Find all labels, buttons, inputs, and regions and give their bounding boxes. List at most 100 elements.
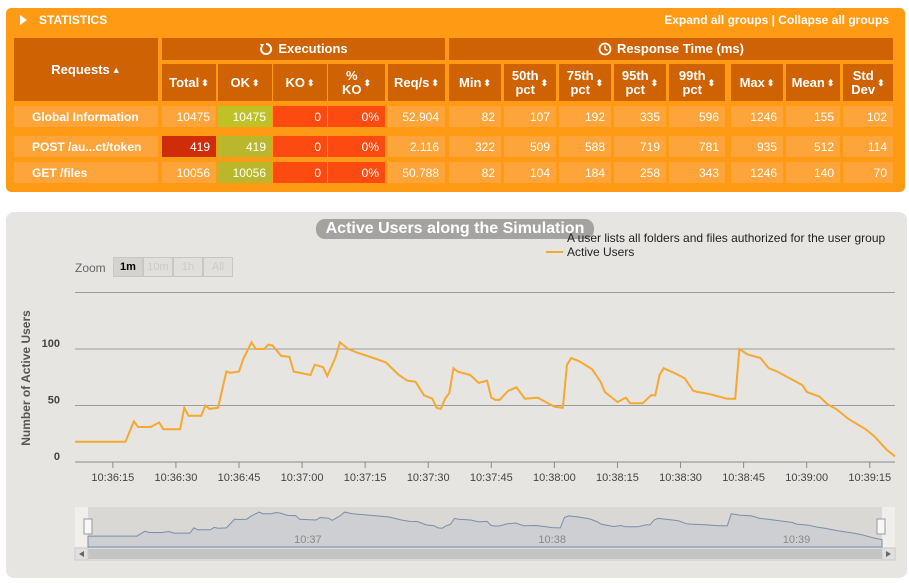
legend-group-title[interactable]: A user lists all folders and files autho… bbox=[567, 231, 886, 245]
sort-icon: ⬍ bbox=[363, 77, 372, 88]
column-header-min[interactable]: Min ⬍ bbox=[449, 64, 501, 101]
navigator-tick-label: 10:39 bbox=[783, 534, 811, 546]
sort-icon: ⬍ bbox=[201, 77, 209, 88]
column-header-label: Mean bbox=[791, 74, 825, 90]
x-tick-label: 10:38:00 bbox=[533, 472, 576, 484]
stat-cell-min: 82 bbox=[449, 106, 501, 127]
column-header-label: KO bbox=[285, 74, 305, 90]
zoom-1h-button[interactable]: 1h bbox=[173, 257, 203, 277]
expand-all-groups-link[interactable]: Expand all groups bbox=[664, 13, 769, 27]
x-tick-label: 10:39:00 bbox=[785, 472, 828, 484]
stat-cell-75th-pct: 192 bbox=[559, 106, 611, 127]
column-header-75th-pct[interactable]: 75th pct ⬍ bbox=[559, 64, 611, 101]
stat-cell-req-s: 50.788 bbox=[388, 162, 445, 183]
active-users-series-line bbox=[75, 340, 896, 458]
x-axis-ticks: 10:36:15 10:36:30 10:36:45 10:37:00 10:37:15… bbox=[91, 462, 891, 484]
refresh-icon bbox=[260, 42, 273, 55]
x-tick-label: 10:37:15 bbox=[344, 472, 387, 484]
sort-icon: ⬍ bbox=[826, 77, 835, 88]
navigator-selection[interactable] bbox=[88, 507, 882, 547]
executions-group-header: Executions bbox=[162, 38, 445, 60]
stat-cell-99th-pct: 596 bbox=[669, 106, 725, 127]
response-time-header-label: Response Time (ms) bbox=[617, 41, 744, 56]
sort-icon: ⬍ bbox=[483, 77, 491, 88]
stat-cell-total: 10475 bbox=[162, 106, 216, 127]
stat-cell-ok: 419 bbox=[218, 136, 272, 157]
column-header-label: 75th pct bbox=[566, 67, 594, 97]
stat-cell-ok: 10475 bbox=[218, 106, 272, 127]
column-header--ko[interactable]: % KO ⬍ bbox=[328, 64, 385, 101]
chart-title: Active Users along the Simulation bbox=[316, 219, 594, 239]
x-tick-label: 10:37:45 bbox=[470, 472, 513, 484]
navigator-series-line bbox=[87, 511, 883, 548]
navigator-left-handle[interactable] bbox=[83, 518, 93, 535]
navigator-right-handle[interactable] bbox=[876, 518, 886, 535]
stat-cell-50th-pct: 107 bbox=[504, 106, 556, 127]
column-header-mean[interactable]: Mean ⬍ bbox=[786, 64, 840, 101]
stat-cell-req-s: 52.904 bbox=[388, 106, 445, 127]
sort-icon: ⬍ bbox=[707, 77, 716, 88]
x-tick-label: 10:36:15 bbox=[91, 472, 134, 484]
column-header-label: OK bbox=[230, 74, 250, 90]
stat-cell-min: 322 bbox=[449, 136, 501, 157]
sort-icon: ⬍ bbox=[431, 77, 439, 88]
y-tick-label: 0 bbox=[54, 451, 60, 463]
stat-cell-req-s: 2.116 bbox=[388, 136, 445, 157]
navigator-ticks: 10:37 10:38 10:39 bbox=[294, 534, 810, 546]
requests-header-label: Requests bbox=[51, 61, 110, 77]
stat-cell-max: 1246 bbox=[731, 162, 783, 183]
requests-column-header[interactable]: Requests ▲ bbox=[14, 38, 158, 101]
column-header-total[interactable]: Total ⬍ bbox=[162, 64, 216, 101]
column-header-ok[interactable]: OK ⬍ bbox=[218, 64, 272, 101]
stat-cell-75th-pct: 588 bbox=[559, 136, 611, 157]
stat-cell-std-dev: 70 bbox=[843, 162, 893, 183]
zoom-all-button[interactable]: All bbox=[203, 257, 233, 277]
column-header-ko[interactable]: KO ⬍ bbox=[273, 64, 327, 101]
zoom-label: Zoom bbox=[75, 261, 106, 275]
sort-icon: ⬍ bbox=[540, 77, 549, 88]
request-name[interactable]: POST /au...ct/token bbox=[14, 136, 158, 157]
x-tick-label: 10:36:45 bbox=[218, 472, 261, 484]
column-header-99th-pct[interactable]: 99th pct ⬍ bbox=[669, 64, 725, 101]
stat-cell-ko: 0 bbox=[273, 162, 327, 183]
navigator-tick-label: 10:37 bbox=[294, 534, 322, 546]
stat-cell--ko: 0% bbox=[328, 106, 385, 127]
navigator-scrollbar-thumb[interactable] bbox=[88, 549, 882, 559]
sort-icon: ⬍ bbox=[766, 77, 775, 88]
zoom-1m-button[interactable]: 1m bbox=[113, 257, 143, 277]
x-tick-label: 10:38:30 bbox=[659, 472, 702, 484]
stat-cell-std-dev: 114 bbox=[843, 136, 893, 157]
sort-icon: ⬍ bbox=[306, 77, 315, 88]
column-header-req-s[interactable]: Req/s ⬍ bbox=[388, 64, 445, 101]
column-header-label: Total bbox=[169, 74, 200, 90]
column-header-max[interactable]: Max ⬍ bbox=[731, 64, 783, 101]
stat-cell-min: 82 bbox=[449, 162, 501, 183]
column-header-label: 95th pct bbox=[621, 67, 649, 97]
stat-cell-max: 1246 bbox=[731, 106, 783, 127]
column-header-95th-pct[interactable]: 95th pct ⬍ bbox=[614, 64, 666, 101]
clock-icon bbox=[598, 42, 612, 56]
collapse-arrow-icon[interactable] bbox=[20, 15, 27, 25]
column-header-label: % KO bbox=[341, 67, 362, 97]
sort-icon: ⬍ bbox=[251, 77, 260, 88]
executions-header-label: Executions bbox=[278, 41, 348, 56]
zoom-10m-button[interactable]: 10m bbox=[143, 257, 173, 277]
collapse-all-groups-link[interactable]: Collapse all groups bbox=[778, 13, 889, 27]
scroll-right-arrow-icon bbox=[886, 551, 891, 557]
stat-cell-50th-pct: 104 bbox=[504, 162, 556, 183]
column-header-50th-pct[interactable]: 50th pct ⬍ bbox=[504, 64, 556, 101]
legend-active-users[interactable]: Active Users bbox=[567, 245, 635, 259]
request-name[interactable]: GET /files bbox=[14, 162, 158, 183]
column-header-label: Max bbox=[739, 74, 765, 90]
x-tick-label: 10:37:00 bbox=[281, 472, 324, 484]
statistics-header: STATISTICS Expand all groups | Collapse … bbox=[6, 8, 905, 32]
stat-cell-ok: 10056 bbox=[218, 162, 272, 183]
x-tick-label: 10:36:30 bbox=[155, 472, 198, 484]
legend-active-users-swatch bbox=[546, 251, 563, 253]
column-header-std-dev[interactable]: Std Dev ⬍ bbox=[843, 64, 893, 101]
request-name: Global Information bbox=[14, 106, 158, 127]
stat-cell-max: 935 bbox=[731, 136, 783, 157]
response-time-group-header: Response Time (ms) bbox=[449, 38, 893, 60]
y-tick-label: 50 bbox=[48, 395, 60, 407]
